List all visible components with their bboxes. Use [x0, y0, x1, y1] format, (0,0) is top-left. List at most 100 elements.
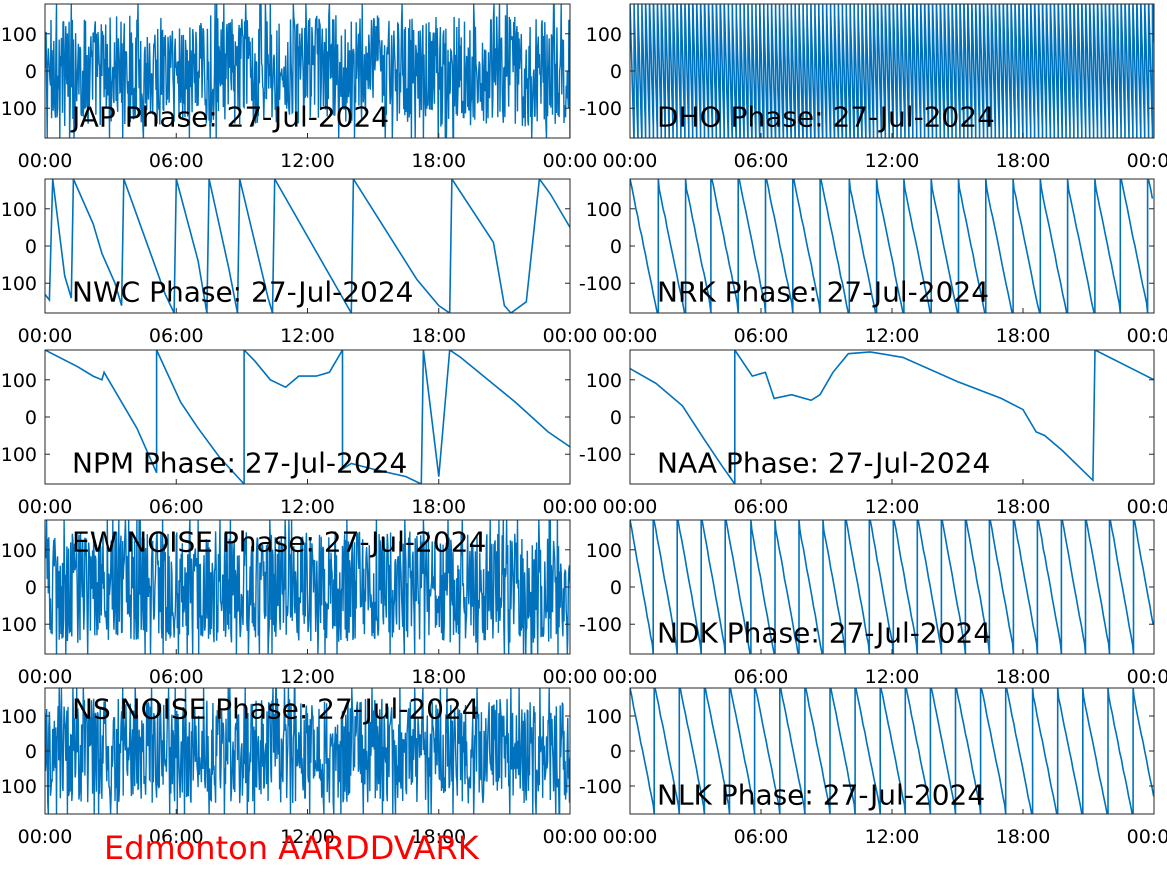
x-tick-label: 18:00: [411, 496, 466, 518]
x-tick-label: 00:00: [18, 826, 73, 848]
x-tick-label: 06:00: [734, 496, 789, 518]
x-tick-label: 18:00: [996, 496, 1051, 518]
x-tick-label: 12:00: [865, 325, 920, 347]
x-tick-label: 18:00: [411, 150, 466, 172]
x-tick-label: 00:00: [603, 150, 658, 172]
x-tick-label: 00:00: [1127, 325, 1167, 347]
y-tick-label: -100: [579, 444, 622, 466]
panel-ew-noise: 100 0 100 00:00 06:00 12:00 18:00 00:00 EW NOISE…: [1, 519, 598, 688]
x-tick-label: 06:00: [149, 666, 204, 688]
x-tick-label: 06:00: [149, 496, 204, 518]
panel-nrk: 100 0 -100 00:00 06:00 12:00 18:00 00:00 NRK Pha…: [579, 178, 1167, 347]
x-tick-label: 12:00: [865, 496, 920, 518]
y-tick-label: 100: [1, 98, 37, 120]
phase-series-line: [45, 4, 570, 138]
y-tick-label: 100: [1, 370, 37, 392]
x-tick-label: 12:00: [280, 496, 335, 518]
y-tick-label: 100: [1, 706, 37, 728]
phase-series-line: [630, 179, 1154, 313]
panel-nlk: 100 0 -100 00:00 06:00 12:00 18:00 00:00 NLK Pha…: [579, 687, 1167, 848]
y-tick-label: 0: [25, 741, 37, 763]
panel-naa: 100 0 -100 00:00 06:00 12:00 18:00 00:00 NAA Pha…: [579, 349, 1167, 518]
panel-title: JAP Phase: 27-Jul-2024: [70, 101, 389, 134]
y-tick-label: 100: [1, 776, 37, 798]
y-tick-label: 100: [586, 24, 622, 46]
phase-series-line: [45, 179, 570, 313]
y-tick-label: 0: [25, 407, 37, 429]
x-tick-label: 06:00: [734, 666, 789, 688]
y-tick-label: 100: [586, 370, 622, 392]
y-tick-label: 0: [610, 577, 622, 599]
y-tick-label: 0: [610, 407, 622, 429]
panel-title: NWC Phase: 27-Jul-2024: [72, 276, 413, 309]
y-tick-label: 100: [1, 614, 37, 636]
x-tick-label: 06:00: [734, 826, 789, 848]
y-tick-label: -100: [579, 776, 622, 798]
panel-title: NDK Phase: 27-Jul-2024: [657, 617, 991, 650]
phase-series-line: [630, 688, 1154, 814]
x-tick-label: 00:00: [1127, 496, 1167, 518]
x-tick-label: 18:00: [996, 826, 1051, 848]
y-tick-label: 0: [25, 61, 37, 83]
phase-series-line: [630, 350, 1154, 484]
x-tick-label: 00:00: [603, 666, 658, 688]
x-tick-label: 00:00: [603, 496, 658, 518]
panel-ndk: 100 0 -100 00:00 06:00 12:00 18:00 00:00 NDK Pha…: [579, 519, 1167, 688]
panel-title: NLK Phase: 27-Jul-2024: [657, 778, 985, 811]
x-tick-label: 00:00: [18, 325, 73, 347]
panel-title: EW NOISE Phase: 27-Jul-2024: [72, 525, 486, 558]
phase-series-line: [45, 350, 570, 484]
x-tick-label: 12:00: [865, 666, 920, 688]
panel-title: NS NOISE Phase: 27-Jul-2024: [72, 693, 480, 726]
x-tick-label: 18:00: [411, 826, 466, 848]
x-tick-label: 06:00: [149, 325, 204, 347]
x-tick-label: 06:00: [734, 150, 789, 172]
y-tick-label: 100: [586, 540, 622, 562]
x-tick-label: 18:00: [996, 666, 1051, 688]
y-tick-label: 100: [586, 706, 622, 728]
y-tick-label: 0: [610, 236, 622, 258]
panel-npm: 100 0 100 00:00 06:00 12:00 18:00 00:00 NPM Phas…: [1, 349, 597, 518]
y-tick-label: 0: [610, 61, 622, 83]
x-tick-label: 06:00: [149, 150, 204, 172]
panel-title: NRK Phase: 27-Jul-2024: [657, 276, 989, 309]
panel-title: NAA Phase: 27-Jul-2024: [657, 447, 990, 480]
y-tick-label: 100: [1, 273, 37, 295]
x-tick-label: 18:00: [996, 325, 1051, 347]
x-tick-label: 00:00: [543, 826, 598, 848]
x-tick-label: 18:00: [411, 325, 466, 347]
y-tick-label: -100: [579, 614, 622, 636]
y-tick-label: 100: [1, 444, 37, 466]
x-tick-label: 18:00: [996, 150, 1051, 172]
phase-series-line: [630, 4, 1154, 138]
panel-nwc: 100 0 100 00:00 06:00 12:00 18:00 00:00 NWC Phas…: [1, 178, 598, 347]
x-tick-label: 12:00: [280, 325, 335, 347]
x-tick-label: 00:00: [603, 325, 658, 347]
x-tick-label: 00:00: [543, 666, 598, 688]
y-tick-label: 100: [1, 24, 37, 46]
y-tick-label: 0: [25, 236, 37, 258]
y-tick-label: -100: [579, 98, 622, 120]
panel-dho: 100 0 -100 00:00 06:00 12:00 18:00 00:00 DHO Pha…: [579, 3, 1167, 172]
phase-series-line: [45, 688, 570, 814]
y-tick-label: 100: [586, 199, 622, 221]
x-tick-label: 00:00: [18, 496, 73, 518]
station-title: Edmonton AARDDVARK: [104, 829, 479, 867]
x-tick-label: 12:00: [865, 150, 920, 172]
x-tick-label: 00:00: [1127, 150, 1167, 172]
phase-series-line: [45, 520, 570, 654]
x-tick-label: 12:00: [865, 826, 920, 848]
y-tick-label: -100: [579, 273, 622, 295]
panel-jap: 100 0 100 00:00 06:00 12:00 18:00 00:00 JAP Phas…: [1, 3, 598, 172]
x-tick-label: 00:00: [543, 325, 598, 347]
x-tick-label: 00:00: [1127, 666, 1167, 688]
x-tick-label: 00:00: [18, 666, 73, 688]
x-tick-label: 12:00: [280, 150, 335, 172]
y-tick-label: 0: [25, 577, 37, 599]
phase-series-line: [630, 520, 1154, 654]
panel-title: DHO Phase: 27-Jul-2024: [657, 101, 995, 134]
x-tick-label: 18:00: [411, 666, 466, 688]
x-tick-label: 00:00: [543, 150, 598, 172]
